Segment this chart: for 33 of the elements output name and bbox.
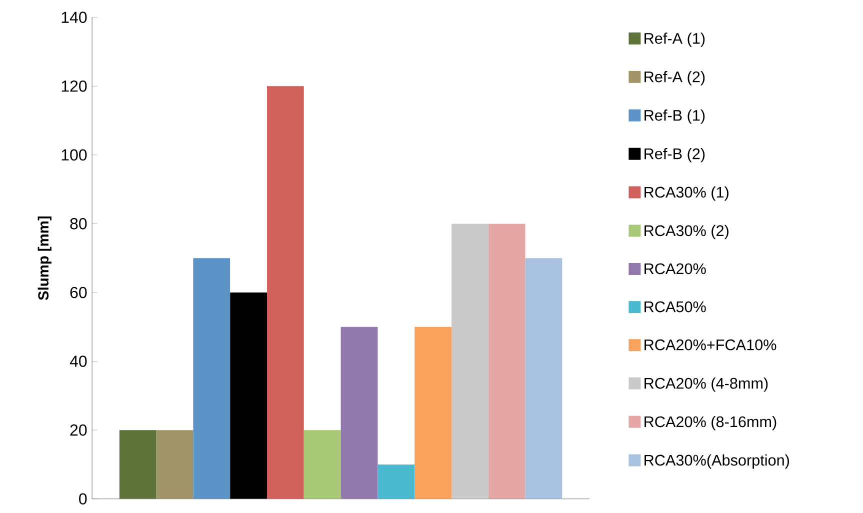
legend-label: Ref-B (1)	[644, 109, 705, 124]
legend-label: RCA30% (2)	[644, 224, 728, 239]
bar	[525, 258, 562, 499]
bar	[488, 224, 526, 499]
legend-label: RCA20% (4-8mm)	[644, 377, 768, 392]
legend-label: Ref-A (2)	[644, 70, 705, 86]
legend-label: Ref-A (1)	[644, 32, 705, 47]
legend-label: RCA30%(Absorption)	[644, 454, 789, 469]
legend-label: RCA30% (1)	[644, 186, 728, 201]
y-tick-label: 20	[70, 424, 87, 436]
bar	[452, 224, 488, 499]
bar	[156, 430, 194, 499]
bar	[340, 326, 378, 499]
y-tick-label: 140	[62, 12, 87, 23]
y-tick-label: 80	[70, 218, 87, 230]
y-tick-label: 0	[79, 493, 87, 504]
y-tick-label: 40	[70, 355, 87, 367]
legend-label: Ref-B (2)	[644, 148, 705, 162]
bar	[378, 464, 415, 499]
legend-label: RCA20%+FCA10%	[644, 339, 776, 350]
y-tick-label: 100	[62, 149, 87, 160]
legend-label: RCA20%	[644, 263, 706, 274]
y-axis-title: Slump [mm]	[38, 216, 52, 300]
bar	[304, 430, 341, 499]
legend-label: RCA50%	[644, 301, 706, 312]
y-tick-label: 60	[70, 286, 87, 298]
bar	[267, 86, 304, 499]
legend-label: RCA20% (8-16mm)	[644, 416, 776, 430]
bar	[193, 258, 230, 499]
bar	[230, 292, 268, 499]
bar	[119, 430, 156, 499]
bar	[414, 326, 452, 499]
y-tick-label: 120	[62, 80, 87, 92]
